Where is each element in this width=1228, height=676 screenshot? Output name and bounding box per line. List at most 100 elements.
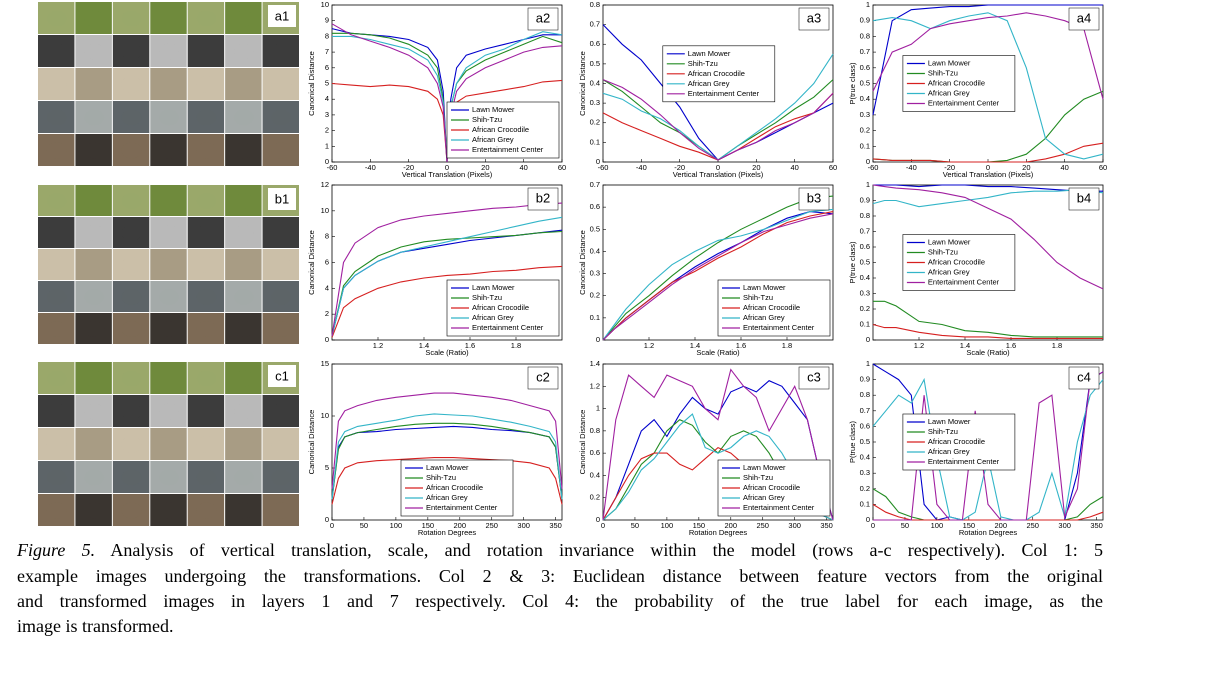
x-tick-label: 0 (871, 521, 875, 530)
image-blob (233, 109, 254, 126)
image-blob (121, 289, 142, 305)
x-tick-label: -20 (944, 163, 955, 172)
image-blob (196, 469, 217, 486)
series-line (602, 79, 834, 161)
x-axis-label: Rotation Degrees (689, 528, 748, 537)
series-line (602, 208, 834, 341)
y-tick-label: 0.9 (860, 16, 870, 25)
y-tick-label: 1 (596, 404, 600, 413)
y-tick-label: 4 (325, 283, 329, 292)
image-blob (84, 225, 105, 241)
y-axis-label: Canonical Distance (578, 230, 587, 295)
legend-label: Shih-Tzu (688, 59, 718, 68)
image-blob (121, 257, 142, 273)
panel-label-box (268, 188, 296, 210)
y-tick-label: 0.6 (860, 242, 870, 251)
series-line (602, 213, 834, 341)
image-blob (196, 257, 217, 273)
plot-frame (331, 363, 563, 521)
image-blob (196, 142, 217, 159)
series-line (331, 230, 563, 337)
caption-line: example images undergoing the transforma… (17, 566, 1103, 586)
image-blob (233, 502, 254, 519)
x-tick-label: 20 (752, 163, 760, 172)
y-tick-label: 0.2 (860, 126, 870, 135)
image-blob (121, 43, 142, 60)
x-tick-label: 1.2 (914, 341, 924, 350)
x-tick-label: 50 (901, 521, 909, 530)
legend-label: Shih-Tzu (928, 68, 958, 77)
x-tick-label: 1.6 (465, 341, 475, 350)
legend-label: Shih-Tzu (472, 293, 502, 302)
plot-frame (602, 184, 834, 341)
image-blob (121, 370, 142, 387)
legend-label: Lawn Mower (688, 49, 731, 58)
panel-label: b3 (807, 190, 821, 205)
image-blob (196, 225, 217, 241)
legend-label: African Grey (472, 135, 514, 144)
legend-label: Shih-Tzu (743, 293, 773, 302)
y-tick-label: 0.4 (590, 470, 600, 479)
y-tick-label: 1 (866, 359, 870, 368)
x-tick-label: 1.2 (644, 341, 654, 350)
y-tick-label: 0 (866, 515, 870, 524)
x-tick-label: 50 (360, 521, 368, 530)
panel-label: c1 (275, 368, 289, 383)
y-tick-label: 6 (325, 63, 329, 72)
series-line (331, 392, 563, 489)
y-tick-label: 3 (325, 110, 329, 119)
x-tick-label: 1.8 (782, 341, 792, 350)
image-blob (159, 403, 179, 420)
image-blob (233, 76, 254, 93)
x-tick-label: 250 (1026, 521, 1039, 530)
x-tick-label: 0 (716, 163, 720, 172)
y-tick-label: 0.8 (590, 426, 600, 435)
image-blob (121, 109, 142, 126)
image-blob (271, 76, 292, 93)
image-blob (159, 109, 179, 126)
legend-box (902, 55, 1016, 112)
image-blob (233, 289, 254, 305)
x-tick-label: 200 (995, 521, 1008, 530)
y-tick-label: 0.4 (860, 273, 870, 282)
panel-label: a3 (807, 10, 821, 25)
image-blob (46, 142, 67, 159)
image-blob (121, 321, 142, 337)
x-tick-label: 20 (1022, 163, 1030, 172)
y-tick-label: 10 (321, 206, 329, 215)
image-blob (196, 321, 217, 337)
x-tick-label: -40 (365, 163, 376, 172)
x-axis-label: Scale (Ratio) (425, 348, 469, 357)
legend-label: Lawn Mower (472, 283, 515, 292)
series-line (331, 202, 563, 337)
image-blob (233, 436, 254, 453)
image-blob (159, 370, 179, 387)
y-tick-label: 15 (321, 359, 329, 368)
image-blob (159, 321, 179, 337)
y-tick-label: 0.4 (860, 453, 870, 462)
y-tick-label: 0.1 (590, 137, 600, 146)
image-blob (121, 502, 142, 519)
legend-label: Entertainment Center (743, 323, 815, 332)
panel-label-box (1068, 7, 1100, 31)
x-tick-label: 0 (330, 521, 334, 530)
image-blob (233, 469, 254, 486)
series-line (331, 413, 563, 500)
x-tick-label: 250 (485, 521, 498, 530)
image-blob (159, 289, 179, 305)
y-tick-label: 0.5 (590, 59, 600, 68)
image-blob (84, 76, 105, 93)
x-tick-label: 0 (986, 163, 990, 172)
panel-label: b4 (1077, 190, 1091, 205)
x-tick-label: 40 (1060, 163, 1068, 172)
image-blob (271, 403, 292, 420)
image-blob (46, 257, 67, 273)
image-blob (46, 502, 67, 519)
image-blob (84, 109, 105, 126)
y-tick-label: 0.7 (590, 20, 600, 29)
y-tick-label: 0 (325, 335, 329, 344)
panel-label-box (268, 5, 296, 27)
series-line (873, 371, 1104, 521)
